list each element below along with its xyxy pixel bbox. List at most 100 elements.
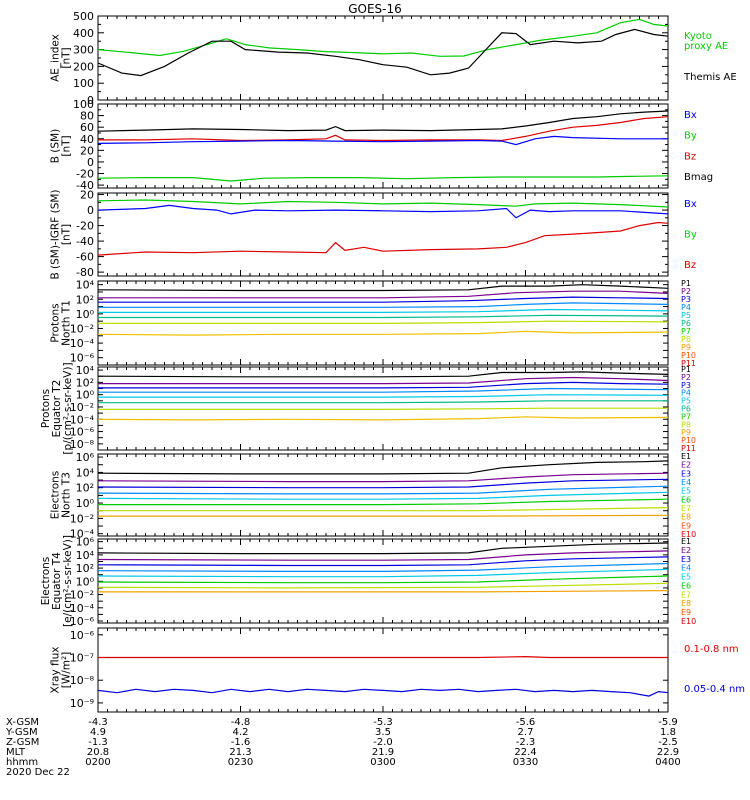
legend-label-ee: E6 [681, 581, 691, 590]
y-axis-label-pe: [p/(cm²-s-sr-keV)] [62, 362, 74, 454]
series-line-pe-P6 [98, 400, 668, 404]
y-tick-label: 10⁻² [70, 401, 94, 414]
axis-row-value: -1.3 [88, 737, 108, 748]
y-tick-label: 10⁻⁶ [70, 352, 95, 365]
y-tick-label: 400 [73, 27, 94, 40]
legend-label-pn: P8 [681, 335, 691, 344]
legend-label-pn: P10 [681, 351, 696, 360]
axis-row-value: -5.3 [373, 717, 393, 728]
series-line-bigrf-By [97, 199, 669, 208]
series-line-ee-E7 [97, 582, 669, 589]
legend-label-xray: 0.1-0.8 nm [684, 644, 739, 655]
series-line-bigrf-Bz [97, 221, 669, 256]
y-axis-label-bigrf: [nT] [61, 224, 73, 245]
series-line-ee-E2 [97, 550, 669, 561]
y-tick-label: 10⁻² [70, 512, 94, 525]
axis-row-name: Z-GSM [6, 737, 39, 748]
axis-row-value: 2.7 [518, 727, 534, 738]
series-line-pn-P8 [97, 330, 669, 336]
legend-label-ee: E10 [681, 617, 696, 626]
axis-row-value: -2.3 [516, 737, 536, 748]
legend-label-en: E3 [681, 469, 691, 478]
y-tick-label: 10⁰ [76, 308, 95, 321]
axis-row-name: MLT [6, 747, 26, 758]
y-tick-label: -20 [76, 168, 94, 181]
series-line-en-E6 [98, 498, 669, 506]
panel-frame-ae [97, 15, 669, 101]
y-tick-label: -60 [76, 251, 94, 264]
series-line-ee-E1 [97, 542, 669, 555]
series-line-en-E2 [97, 472, 669, 483]
axis-row-value: -1.6 [231, 737, 251, 748]
y-axis-label-ee: Equator T4 [51, 552, 63, 610]
series-line-pe-P7 [98, 407, 668, 410]
legend-label-ae: Kyoto [684, 31, 712, 42]
legend-label-pn: P7 [681, 327, 691, 336]
y-tick-label: 0 [87, 94, 94, 107]
y-tick-label: 10⁻⁸ [70, 674, 95, 687]
y-axis-label-pn: North T1 [61, 300, 73, 346]
axis-row-value: 0300 [370, 757, 395, 768]
series-line-xray-0-05-0-4-nm [97, 688, 669, 697]
legend-label-pe: P6 [681, 405, 691, 414]
legend-label-en: E7 [681, 504, 691, 513]
legend-label-bsm: By [684, 131, 697, 142]
legend-label-ee: E8 [681, 599, 691, 608]
axis-row-name: Y-GSM [5, 727, 38, 738]
y-tick-label: -40 [76, 179, 94, 192]
y-axis-label-xray: Xray flux [50, 647, 62, 694]
y-tick-label: 10² [76, 293, 94, 306]
y-tick-label: 10⁻⁸ [70, 438, 95, 451]
series-line-pe-P1 [97, 371, 669, 378]
series-line-bsm-By [97, 175, 669, 182]
axis-row-value: 22.9 [657, 747, 679, 758]
series-line-xray-0-1-0-8-nm [98, 655, 668, 659]
series-line-ee-E4 [97, 562, 669, 573]
panel-frame-xray [97, 627, 669, 713]
legend-label-ee: E9 [681, 608, 691, 617]
y-tick-label: 10⁻⁶ [70, 615, 95, 628]
legend-label-bigrf: Bx [684, 199, 697, 210]
axis-row-value: -4.8 [231, 717, 251, 728]
axis-row-value: -5.9 [658, 717, 678, 728]
series-line-en-E1 [97, 460, 669, 475]
series-line-pn-P4 [98, 302, 669, 308]
axis-row-value: -5.6 [516, 717, 536, 728]
y-tick-label: 10⁰ [76, 389, 95, 402]
legend-label-pn: P1 [681, 279, 691, 288]
axis-row-value: 21.9 [372, 747, 394, 758]
y-tick-label: 10⁻⁷ [70, 652, 94, 665]
axis-row-name: X-GSM [6, 717, 39, 728]
y-tick-label: 10⁻² [70, 589, 94, 602]
y-tick-label: -80 [76, 266, 94, 279]
y-tick-label: 200 [73, 60, 94, 73]
series-line-pe-P4 [98, 387, 669, 393]
y-tick-label: 10⁻⁹ [70, 697, 94, 710]
series-line-bsm-Bmag [97, 110, 669, 132]
chart-title: GOES-16 [348, 2, 402, 16]
legend-label-bigrf: Bz [684, 260, 696, 271]
series-line-bsm-Bx [97, 135, 668, 146]
y-tick-label: 0 [87, 156, 94, 169]
y-tick-label: 10⁻⁴ [70, 602, 95, 615]
panel-frame-bsm [97, 103, 669, 189]
legend-label-pe: P8 [681, 420, 691, 429]
axis-row-value: 4.2 [233, 727, 249, 738]
legend-label-pn: P4 [681, 303, 691, 312]
legend-label-ae: Themis AE [683, 72, 737, 83]
legend-label-pn: P5 [681, 311, 691, 320]
series-line-ee-E3 [97, 556, 669, 567]
y-tick-label: 10⁶ [76, 536, 95, 549]
legend-label-xray: 0.05-0.4 nm [684, 684, 745, 695]
legend-label-en: E2 [681, 461, 691, 470]
axis-row-name: hhmm [6, 757, 38, 768]
series-line-en-E8 [98, 514, 669, 517]
legend-label-bsm: Bx [684, 110, 697, 121]
y-tick-label: 10⁻⁴ [70, 528, 95, 541]
y-axis-label-pn: Protons [50, 303, 62, 342]
legend-label-pe: P10 [681, 436, 696, 445]
y-tick-label: 100 [73, 98, 94, 111]
legend-label-ae: proxy AE [684, 41, 728, 52]
y-axis-label-ae: [nT] [61, 47, 73, 68]
